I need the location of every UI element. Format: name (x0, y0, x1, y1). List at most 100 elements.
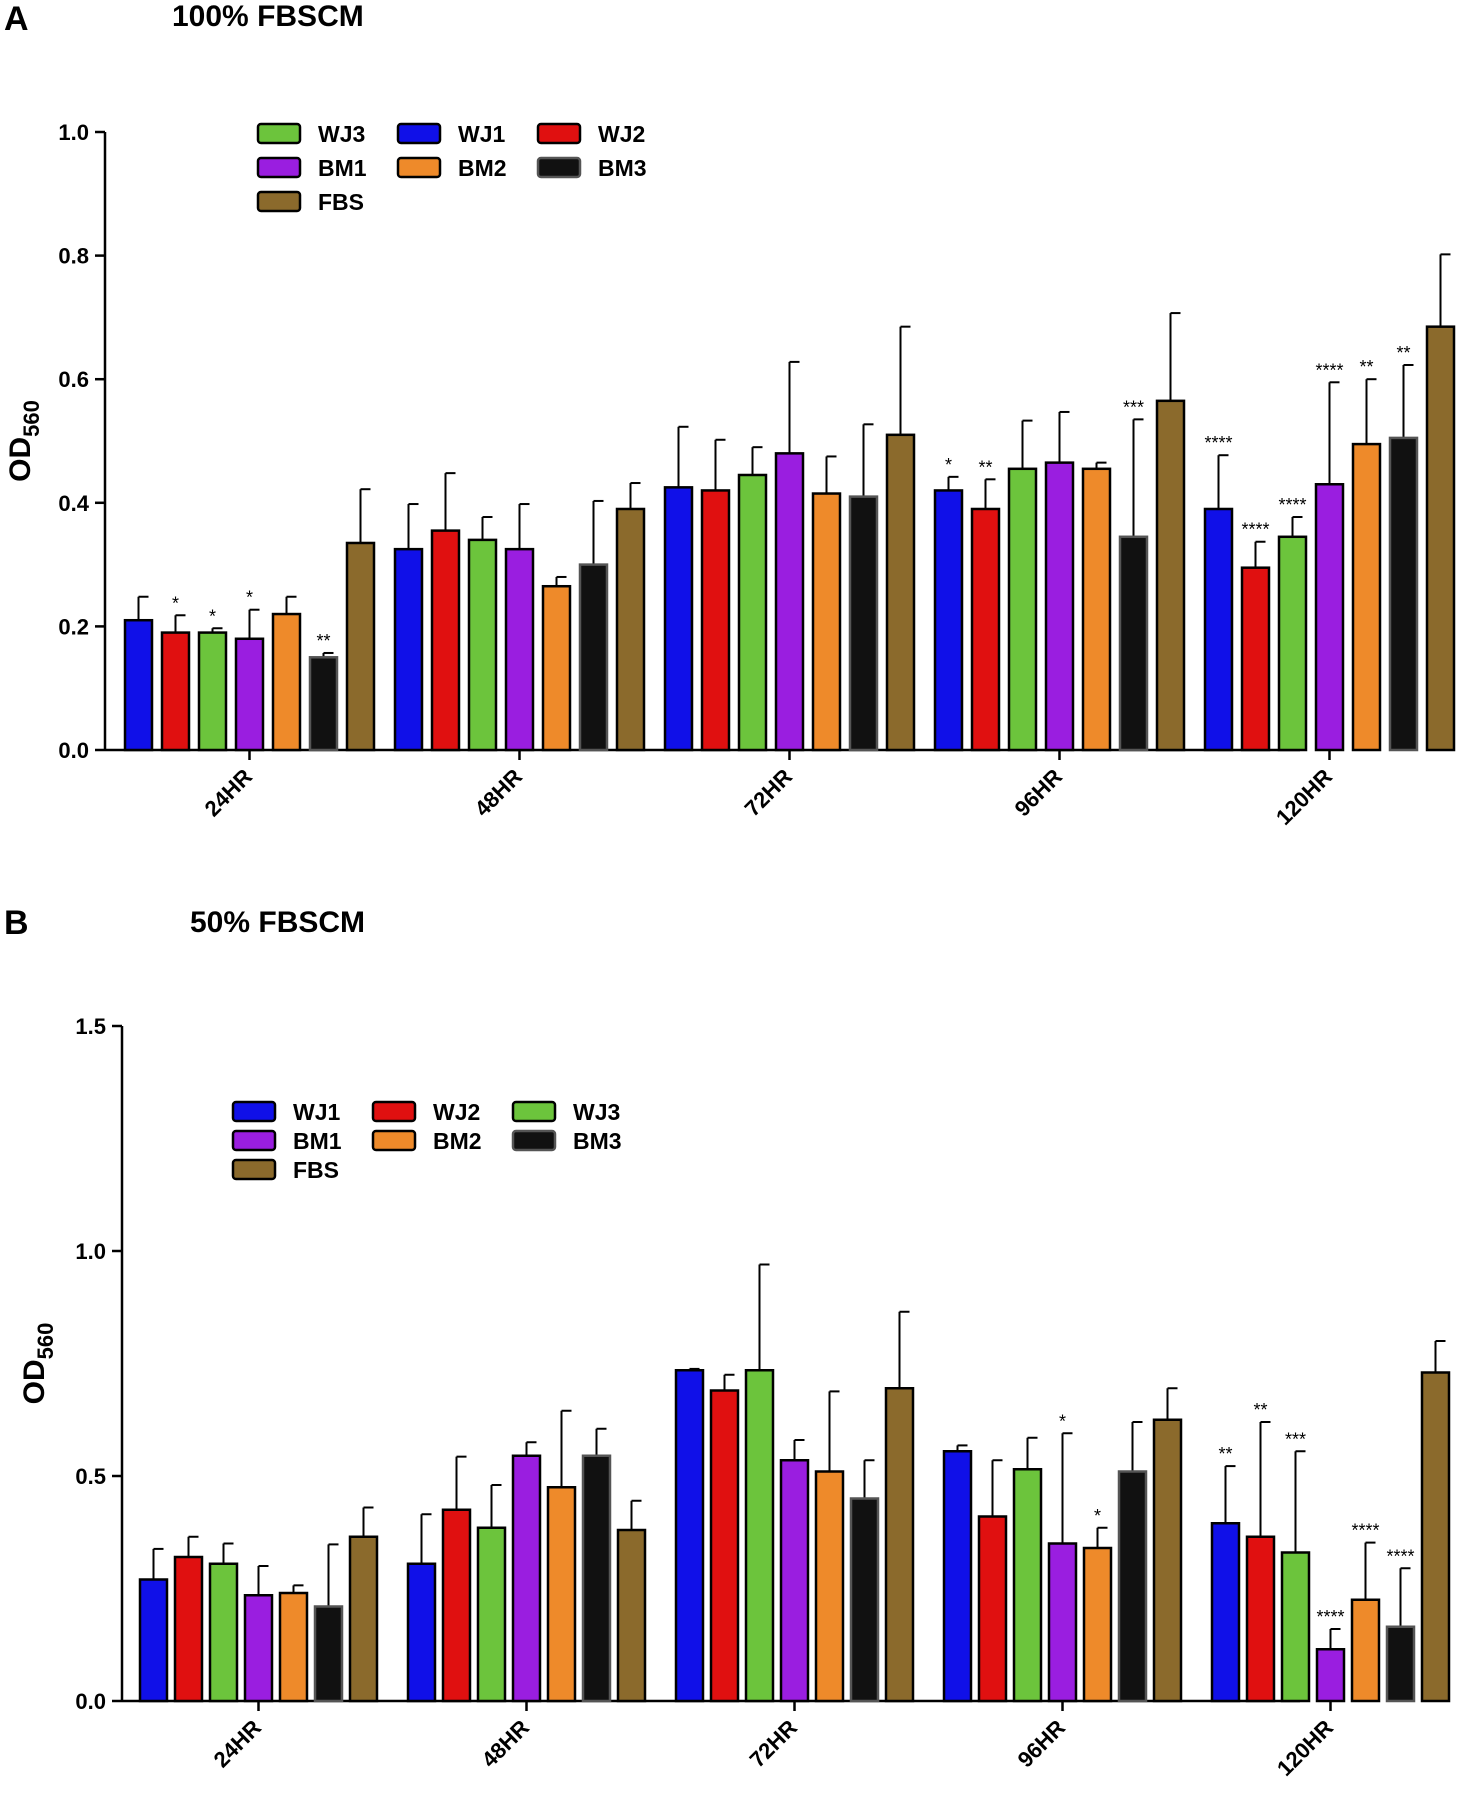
y-tick-label: 0.8 (58, 244, 89, 269)
legend-label-wj1: WJ1 (293, 1099, 341, 1125)
significance-label: *** (1123, 397, 1144, 417)
y-tick-label: 1.0 (58, 120, 89, 145)
legend-swatch-bm2 (396, 156, 442, 179)
bar-bm1-120hr (1314, 483, 1345, 752)
bar-wj1-72hr (674, 1369, 705, 1703)
bar-wj3-120hr (1280, 1551, 1311, 1703)
bar-wj2-24hr (173, 1555, 204, 1703)
bar-wj3-72hr (744, 1369, 775, 1703)
bar-bm3-48hr (578, 563, 609, 752)
legend-label-fbs: FBS (318, 189, 364, 215)
significance-label: * (209, 606, 216, 626)
bar-fbs-72hr (885, 433, 916, 752)
significance-label: * (1059, 1411, 1066, 1431)
significance-label: **** (1204, 433, 1232, 453)
significance-label: **** (1316, 1607, 1344, 1627)
bar-wj3-72hr (737, 473, 768, 752)
x-tick-label-96hr: 96HR (1013, 1715, 1071, 1773)
legend-label-bm2: BM2 (433, 1128, 482, 1154)
significance-label: ** (1359, 357, 1373, 377)
x-tick-label-72hr: 72HR (740, 764, 798, 822)
legend-swatch-fbs (231, 1158, 277, 1181)
legend-swatch-bm2 (371, 1129, 417, 1152)
significance-label: **** (1351, 1521, 1379, 1541)
bar-wj1-96hr (942, 1450, 973, 1703)
bar-wj2-96hr (977, 1515, 1008, 1703)
panel-a-title: 100% FBSCM (172, 0, 364, 33)
y-axis-label: OD560 (4, 400, 44, 482)
x-tick-label-24hr: 24HR (209, 1715, 267, 1773)
y-tick-label: 0.0 (58, 738, 89, 763)
bar-bm3-96hr (1118, 535, 1149, 752)
bar-fbs-24hr (348, 1535, 379, 1703)
bar-wj1-24hr (138, 1578, 169, 1703)
legend-label-wj3: WJ3 (318, 121, 365, 147)
bar-bm1-72hr (774, 452, 805, 752)
bar-bm1-96hr (1047, 1542, 1078, 1703)
legend-swatch-fbs (256, 190, 302, 213)
significance-label: * (945, 455, 952, 475)
bar-wj2-48hr (430, 529, 461, 752)
y-tick-label: 1.0 (75, 1239, 106, 1264)
bar-wj2-24hr (160, 631, 191, 752)
bar-bm2-48hr (546, 1486, 577, 1703)
bar-bm1-48hr (504, 547, 535, 752)
legend-label-bm1: BM1 (293, 1128, 342, 1154)
bar-bm3-120hr (1385, 1625, 1416, 1703)
significance-label: **** (1315, 360, 1343, 380)
bar-bm3-120hr (1388, 436, 1419, 752)
bar-wj2-96hr (970, 507, 1001, 752)
x-tick-label-96hr: 96HR (1010, 764, 1068, 822)
legend-swatch-bm3 (511, 1129, 557, 1152)
bar-wj2-120hr (1240, 566, 1271, 752)
bar-bm3-24hr (308, 656, 339, 752)
bar-bm2-48hr (541, 584, 572, 752)
legend-label-wj2: WJ2 (433, 1099, 480, 1125)
bar-wj1-96hr (933, 489, 964, 752)
bar-bm3-48hr (581, 1454, 612, 1703)
bar-bm1-120hr (1315, 1648, 1346, 1703)
panel-a-letter: A (4, 0, 29, 38)
bar-bm1-24hr (243, 1594, 274, 1703)
legend-label-wj3: WJ3 (573, 1099, 620, 1125)
bar-wj2-72hr (709, 1389, 740, 1703)
legend-label-bm3: BM3 (573, 1128, 622, 1154)
bar-bm2-96hr (1081, 467, 1112, 752)
x-tick-label-48hr: 48HR (470, 764, 528, 822)
significance-label: **** (1241, 520, 1269, 540)
significance-label: * (246, 588, 253, 608)
legend-swatch-wj2 (371, 1100, 417, 1123)
bar-bm1-72hr (779, 1459, 810, 1703)
y-tick-label: 1.5 (75, 1014, 106, 1039)
bar-fbs-48hr (616, 1528, 647, 1703)
bar-wj2-120hr (1245, 1535, 1276, 1703)
legend-label-wj2: WJ2 (598, 121, 645, 147)
bar-bm1-96hr (1044, 461, 1075, 752)
bar-wj2-72hr (700, 489, 731, 752)
bar-fbs-120hr (1420, 1371, 1451, 1703)
significance-label: *** (1285, 1429, 1306, 1449)
legend-swatch-wj2 (536, 122, 582, 145)
bar-wj1-72hr (663, 486, 694, 752)
bar-bm2-120hr (1350, 1598, 1381, 1703)
y-axis-label-subscript: 560 (19, 400, 44, 437)
legend-swatch-bm1 (256, 156, 302, 179)
x-tick-label-24hr: 24HR (200, 764, 258, 822)
y-axis-label: OD560 (18, 1323, 58, 1405)
legend-label-bm2: BM2 (458, 155, 507, 181)
bar-bm3-96hr (1117, 1470, 1148, 1703)
bar-bm2-96hr (1082, 1546, 1113, 1703)
bar-wj3-48hr (476, 1526, 507, 1703)
legend-swatch-wj1 (231, 1100, 277, 1123)
legend-swatch-bm1 (231, 1129, 277, 1152)
significance-label: ** (1218, 1444, 1232, 1464)
bar-bm3-24hr (313, 1605, 344, 1703)
legend-label-fbs: FBS (293, 1157, 339, 1183)
bar-bm3-72hr (849, 1497, 880, 1703)
bar-bm1-24hr (234, 637, 265, 752)
bar-wj2-48hr (441, 1508, 472, 1703)
y-tick-label: 0.6 (58, 367, 89, 392)
y-tick-label: 0.2 (58, 614, 89, 639)
legend-swatch-wj1 (396, 122, 442, 145)
bar-bm2-24hr (271, 612, 302, 752)
